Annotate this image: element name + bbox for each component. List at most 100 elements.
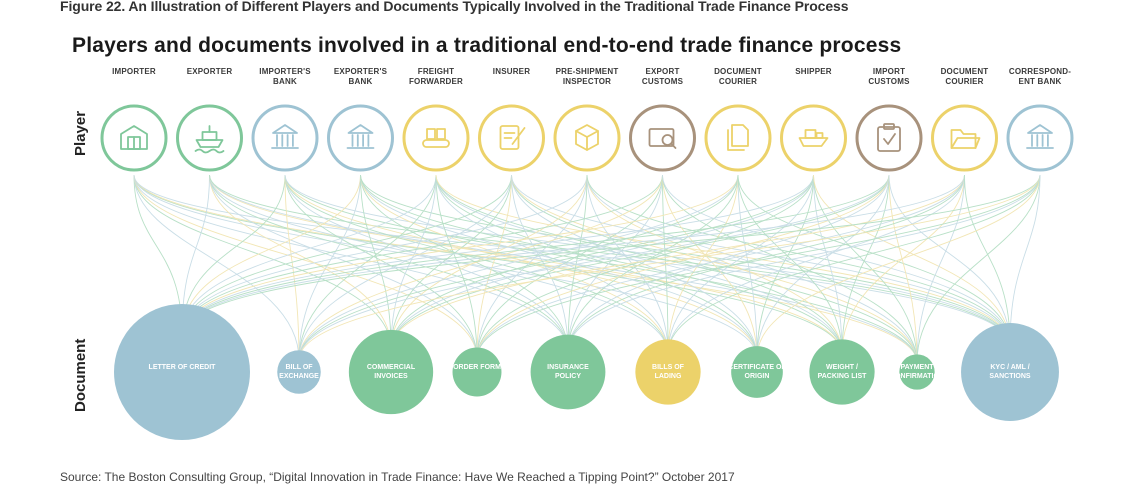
- connection-line: [284, 174, 918, 363]
- player-label: FREIGHT FORWARDER: [408, 67, 464, 86]
- document-node: [731, 346, 783, 398]
- connection-line: [181, 174, 890, 335]
- connection-line: [284, 174, 758, 358]
- connection-line: [813, 174, 1011, 346]
- player-label: DOCUMENT COURIER: [940, 67, 989, 86]
- document-node: [809, 339, 875, 405]
- player-node: [629, 104, 696, 172]
- connection-line: [435, 174, 843, 355]
- connection-line: [476, 174, 663, 359]
- connection-line: [916, 174, 965, 363]
- player-node: [553, 104, 621, 172]
- connection-line: [209, 174, 392, 349]
- connection-line: [756, 174, 890, 358]
- connection-line: [133, 174, 1011, 346]
- player-node: [704, 104, 772, 172]
- connection-line: [181, 174, 1041, 335]
- connection-line: [435, 174, 758, 358]
- document-label: ORDER FORM: [453, 364, 501, 371]
- player-node: [251, 104, 319, 172]
- connection-line: [511, 174, 918, 363]
- open-folder-icon: [950, 129, 981, 149]
- connection-lines: [133, 174, 1041, 363]
- connection-line: [435, 174, 669, 355]
- connection-line: [284, 174, 569, 352]
- connection-line: [284, 174, 300, 361]
- connection-line: [567, 174, 890, 352]
- bank-icon: [271, 124, 299, 149]
- connection-line: [133, 174, 569, 352]
- connection-line: [476, 174, 588, 359]
- connection-line: [476, 174, 1041, 359]
- connection-line: [298, 174, 437, 361]
- connection-line: [390, 174, 890, 349]
- connection-line: [133, 174, 392, 349]
- connection-line: [667, 174, 739, 355]
- player-node: [855, 104, 923, 172]
- player-label: DOCUMENT COURIER: [714, 67, 762, 86]
- connection-line: [476, 174, 512, 359]
- player-label: IMPORT CUSTOMS: [868, 67, 910, 86]
- document-nodes: [114, 304, 1059, 440]
- document-label: COMMERCIAL INVOICES: [366, 364, 416, 380]
- connection-line: [567, 174, 965, 352]
- document-label: LETTER OF CREDIT: [148, 364, 216, 371]
- player-node: [176, 104, 243, 172]
- document-label: PAYMENT CONFIRMATION: [890, 364, 944, 380]
- warehouse-icon: [120, 125, 148, 150]
- document-node: [635, 339, 701, 405]
- connection-line: [360, 174, 758, 358]
- connection-line: [964, 174, 1011, 346]
- connection-line: [1009, 174, 1041, 346]
- connection-line: [476, 174, 965, 359]
- connection-line: [298, 174, 1041, 361]
- document-node: [348, 329, 434, 415]
- connection-line: [360, 174, 669, 355]
- connection-line: [813, 174, 843, 355]
- source-note: Source: The Boston Consulting Group, “Di…: [60, 470, 735, 484]
- connection-line: [390, 174, 965, 349]
- contract-pen-icon: [499, 125, 526, 150]
- player-node: [327, 104, 394, 172]
- connection-line: [888, 174, 1011, 346]
- connection-line: [209, 174, 669, 355]
- player-node: [478, 104, 545, 172]
- connection-line: [181, 174, 437, 335]
- connection-line: [298, 174, 361, 361]
- connection-line: [181, 174, 663, 335]
- connection-line: [567, 174, 663, 352]
- document-node: [961, 323, 1059, 421]
- connection-line: [284, 174, 1011, 346]
- connection-line: [209, 174, 918, 363]
- connection-line: [181, 174, 361, 335]
- open-box-icon: [575, 124, 599, 151]
- connection-line: [133, 174, 843, 355]
- player-label: INSURER: [492, 67, 531, 76]
- connection-line: [390, 174, 512, 349]
- connection-line: [298, 174, 512, 361]
- connection-line: [586, 174, 918, 363]
- player-label: EXPORT CUSTOMS: [641, 67, 684, 86]
- connection-line: [841, 174, 890, 355]
- connection-line: [667, 174, 1041, 355]
- connection-line: [662, 174, 758, 358]
- connection-line: [667, 174, 965, 355]
- connection-line: [209, 174, 843, 355]
- connection-line: [298, 174, 739, 361]
- document-node: [899, 354, 935, 390]
- conveyor-icon: [422, 128, 450, 148]
- connection-line: [662, 174, 918, 363]
- connection-line: [662, 174, 1011, 346]
- player-label: PRE-SHIPMENT INSPECTOR: [555, 67, 619, 86]
- document-node: [277, 350, 321, 394]
- connection-line: [209, 174, 478, 359]
- document-node: [530, 334, 606, 410]
- connection-line: [737, 174, 758, 358]
- clipboard-check-icon: [877, 123, 901, 152]
- bank-icon: [1026, 124, 1054, 149]
- connection-line: [476, 174, 890, 359]
- ship-icon: [798, 129, 829, 147]
- player-label: IMPORTER'S BANK: [259, 67, 311, 86]
- connection-line: [181, 174, 739, 335]
